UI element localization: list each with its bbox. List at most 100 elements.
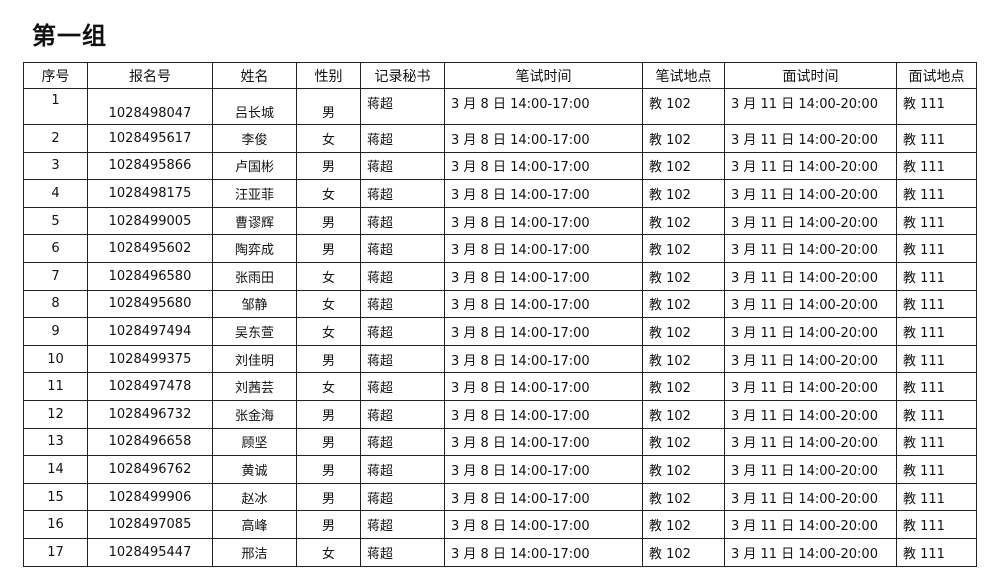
cell-secretary: 蒋超 [360, 455, 445, 484]
cell-written-time: 3 月 8 日 14:00-17:00 [444, 179, 643, 208]
table-row: 8 1028495680 邹静女蒋超 3 月 8 日 14:00-17:00 教 102… [23, 289, 977, 319]
table-row: 5 1028499005 曹谬辉男蒋超 3 月 8 日 14:00-17:00 教 10… [23, 206, 977, 236]
cell-interview-place: 教 111 [896, 372, 977, 401]
table-row: 3 1028495866 卢国彬男蒋超 3 月 8 日 14:00-17:00 教 10… [23, 151, 977, 181]
table-row: 11 1028497478 刘茜芸女蒋超 3 月 8 日 14:00-17:00 教 1… [23, 372, 977, 401]
table-row: 6 1028495602 陶弈成男蒋超 3 月 8 日 14:00-17:00 教 10… [23, 234, 977, 263]
cell-index: 16 [23, 510, 88, 539]
header-gender: 性别 [296, 62, 361, 89]
table-row: 1 1028498047 吕长城男蒋超 3 月 8 日 14:00-17:00 教 10… [23, 88, 977, 125]
cell-written-time: 3 月 8 日 14:00-17:00 [444, 344, 643, 374]
cell-interview-time: 3 月 11 日 14:00-20:00 [724, 482, 897, 512]
cell-interview-place: 教 111 [896, 124, 977, 153]
header-written-time: 笔试时间 [444, 62, 643, 89]
cell-index: 8 [23, 289, 88, 319]
cell-interview-time: 3 月 11 日 14:00-20:00 [724, 88, 897, 125]
cell-written-place: 教 102 [642, 124, 725, 153]
cell-interview-place: 教 111 [896, 427, 977, 457]
cell-gender: 男 [296, 510, 361, 539]
cell-written-place: 教 102 [642, 482, 725, 512]
cell-gender: 女 [296, 261, 361, 291]
cell-interview-time: 3 月 11 日 14:00-20:00 [724, 151, 897, 181]
cell-reg-no: 1028495617 [87, 124, 213, 153]
cell-written-time: 3 月 8 日 14:00-17:00 [444, 537, 643, 567]
cell-interview-place: 教 111 [896, 179, 977, 208]
cell-interview-place: 教 111 [896, 455, 977, 484]
cell-secretary: 蒋超 [360, 427, 445, 457]
cell-secretary: 蒋超 [360, 399, 445, 429]
header-name: 姓名 [212, 62, 297, 89]
cell-written-place: 教 102 [642, 427, 725, 457]
cell-index: 10 [23, 344, 88, 374]
cell-name: 陶弈成 [212, 234, 297, 263]
cell-index: 5 [23, 206, 88, 236]
cell-name: 张雨田 [212, 261, 297, 291]
cell-name: 刘佳明 [212, 344, 297, 374]
cell-name: 李俊 [212, 124, 297, 153]
cell-reg-no: 1028499375 [87, 344, 213, 374]
cell-secretary: 蒋超 [360, 234, 445, 263]
cell-reg-no: 1028499906 [87, 482, 213, 512]
cell-gender: 女 [296, 537, 361, 567]
cell-index: 14 [23, 455, 88, 484]
cell-written-place: 教 102 [642, 317, 725, 346]
cell-index: 7 [23, 261, 88, 291]
cell-reg-no: 1028496732 [87, 399, 213, 429]
cell-gender: 女 [296, 179, 361, 208]
cell-index: 9 [23, 317, 88, 346]
cell-reg-no: 1028497478 [87, 372, 213, 401]
cell-written-place: 教 102 [642, 88, 725, 125]
table-row: 15 1028499906 赵冰男蒋超 3 月 8 日 14:00-17:00 教 10… [23, 482, 977, 512]
cell-written-time: 3 月 8 日 14:00-17:00 [444, 289, 643, 319]
cell-interview-place: 教 111 [896, 317, 977, 346]
cell-interview-place: 教 111 [896, 289, 977, 319]
cell-reg-no: 1028497494 [87, 317, 213, 346]
cell-interview-place: 教 111 [896, 234, 977, 263]
cell-written-time: 3 月 8 日 14:00-17:00 [444, 482, 643, 512]
cell-interview-time: 3 月 11 日 14:00-20:00 [724, 510, 897, 539]
cell-interview-place: 教 111 [896, 399, 977, 429]
cell-interview-time: 3 月 11 日 14:00-20:00 [724, 427, 897, 457]
cell-reg-no: 1028496580 [87, 261, 213, 291]
header-interview-place: 面试地点 [896, 62, 977, 89]
cell-index: 15 [23, 482, 88, 512]
header-interview-time: 面试时间 [724, 62, 897, 89]
header-row: 序号 报名号 姓名 性别 记录秘书 笔试时间 笔试地点 面试时间 面试地点 [23, 62, 977, 89]
cell-written-time: 3 月 8 日 14:00-17:00 [444, 234, 643, 263]
cell-interview-time: 3 月 11 日 14:00-20:00 [724, 399, 897, 429]
table-row: 14 1028496762 黄诚男蒋超 3 月 8 日 14:00-17:00 教 10… [23, 455, 977, 484]
table-row: 16 1028497085 高峰男蒋超 3 月 8 日 14:00-17:00 教 10… [23, 510, 977, 539]
cell-written-place: 教 102 [642, 344, 725, 374]
cell-interview-time: 3 月 11 日 14:00-20:00 [724, 206, 897, 236]
header-written-place: 笔试地点 [642, 62, 725, 89]
cell-reg-no: 1028496762 [87, 455, 213, 484]
cell-index: 17 [23, 537, 88, 567]
cell-written-time: 3 月 8 日 14:00-17:00 [444, 206, 643, 236]
cell-written-place: 教 102 [642, 151, 725, 181]
cell-interview-time: 3 月 11 日 14:00-20:00 [724, 289, 897, 319]
cell-interview-place: 教 111 [896, 88, 977, 125]
cell-interview-time: 3 月 11 日 14:00-20:00 [724, 234, 897, 263]
group-title: 第一组 [32, 22, 107, 50]
cell-written-place: 教 102 [642, 399, 725, 429]
cell-reg-no: 1028495602 [87, 234, 213, 263]
cell-reg-no: 1028498047 [87, 88, 213, 125]
cell-interview-time: 3 月 11 日 14:00-20:00 [724, 537, 897, 567]
cell-secretary: 蒋超 [360, 344, 445, 374]
cell-interview-time: 3 月 11 日 14:00-20:00 [724, 455, 897, 484]
cell-interview-place: 教 111 [896, 261, 977, 291]
cell-secretary: 蒋超 [360, 88, 445, 125]
cell-reg-no: 1028498175 [87, 179, 213, 208]
cell-gender: 男 [296, 206, 361, 236]
cell-reg-no: 1028497085 [87, 510, 213, 539]
cell-gender: 男 [296, 455, 361, 484]
header-index: 序号 [23, 62, 88, 89]
cell-written-time: 3 月 8 日 14:00-17:00 [444, 455, 643, 484]
cell-secretary: 蒋超 [360, 206, 445, 236]
table-row: 10 1028499375 刘佳明男蒋超 3 月 8 日 14:00-17:00 教 1… [23, 344, 977, 374]
cell-gender: 男 [296, 427, 361, 457]
cell-written-time: 3 月 8 日 14:00-17:00 [444, 124, 643, 153]
cell-written-place: 教 102 [642, 372, 725, 401]
cell-index: 1 [23, 88, 88, 125]
cell-gender: 男 [296, 344, 361, 374]
